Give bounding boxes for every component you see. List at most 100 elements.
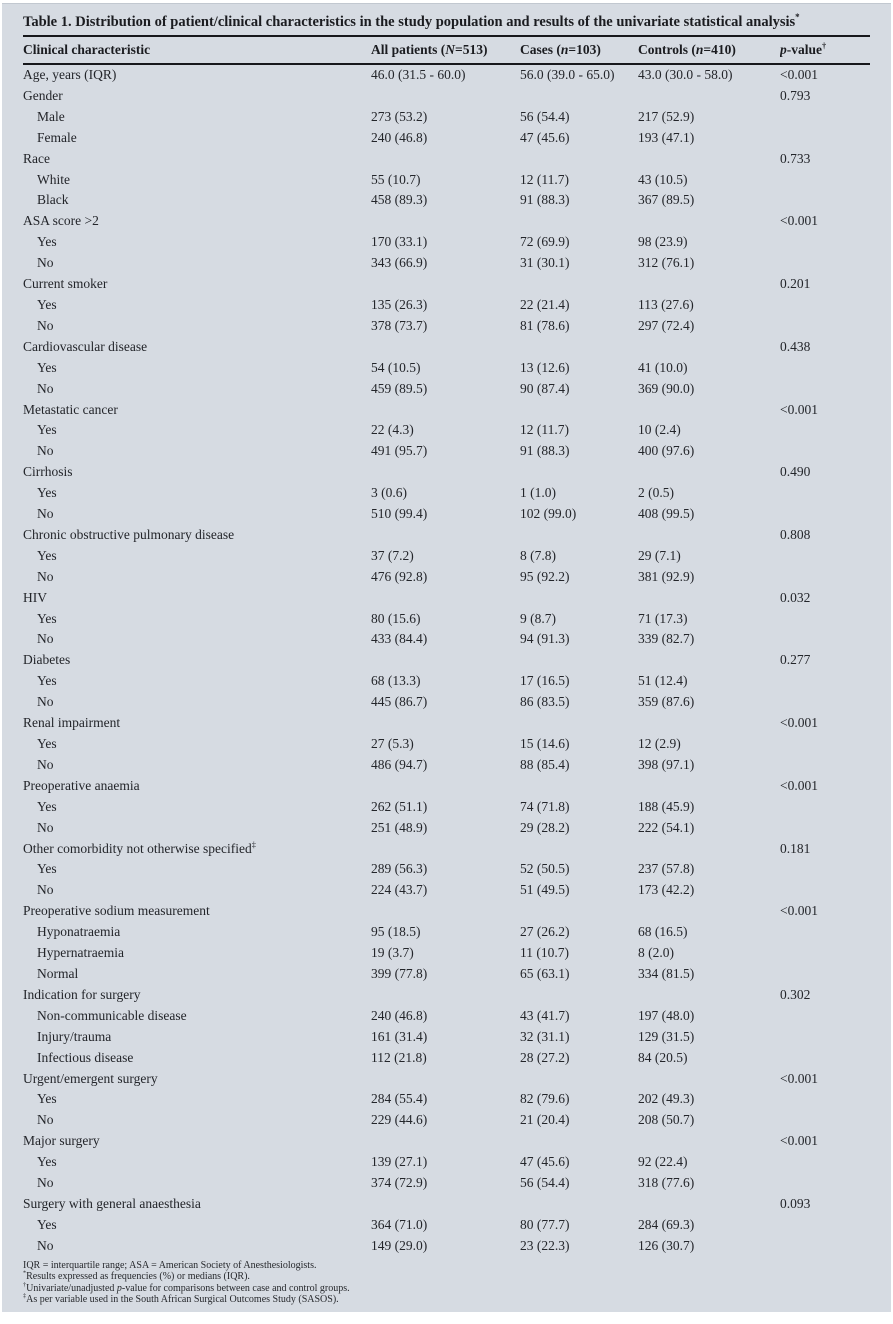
value-cell: 161 (31.4) (371, 1028, 428, 1044)
characteristic-cell: Yes (37, 1154, 57, 1170)
value-cell (780, 1236, 870, 1257)
value-cell: 52 (50.5) (520, 861, 570, 877)
value-cell: 0.032 (780, 589, 811, 605)
value-cell: 28 (27.2) (520, 1049, 570, 1065)
value-cell: 126 (30.7) (638, 1237, 695, 1253)
value-cell: 334 (81.5) (638, 965, 695, 981)
column-header: p-value† (780, 37, 870, 65)
value-cell: 2 (0.5) (638, 485, 674, 501)
value-cell (780, 1089, 870, 1110)
value-cell (371, 588, 520, 609)
value-cell: 47 (45.6) (520, 129, 570, 145)
table-row: Other comorbidity not otherwise specifie… (23, 839, 870, 860)
value-cell: 0.277 (780, 652, 811, 668)
value-cell: 378 (73.7) (371, 317, 428, 333)
value-cell: 149 (29.0) (371, 1237, 428, 1253)
value-cell: 367 (89.5) (638, 192, 695, 208)
value-cell: 476 (92.8) (371, 568, 428, 584)
value-cell: 135 (26.3) (371, 296, 428, 312)
value-cell (780, 859, 870, 880)
value-cell: 41 (10.0) (638, 359, 688, 375)
value-cell: 95 (92.2) (520, 568, 570, 584)
characteristic-cell: Yes (37, 359, 57, 375)
characteristic-cell: Non-communicable disease (37, 1007, 187, 1023)
value-cell (371, 274, 520, 295)
value-cell: 71 (17.3) (638, 610, 688, 626)
value-cell: 32 (31.1) (520, 1028, 570, 1044)
table-row: No 459 (89.5) 90 (87.4) 369 (90.0) (23, 379, 870, 400)
value-cell (371, 86, 520, 107)
value-cell: 289 (56.3) (371, 861, 428, 877)
value-cell (638, 525, 780, 546)
value-cell: 94 (91.3) (520, 631, 570, 647)
table-row: Preoperative anaemia <0.001 (23, 776, 870, 797)
value-cell (371, 462, 520, 483)
value-cell: 43 (10.5) (638, 171, 688, 187)
value-cell (371, 839, 520, 860)
value-cell (780, 755, 870, 776)
value-cell (780, 671, 870, 692)
table-row: No 433 (84.4) 94 (91.3) 339 (82.7) (23, 629, 870, 650)
value-cell: 222 (54.1) (638, 819, 695, 835)
table-row: No 491 (95.7) 91 (88.3) 400 (97.6) (23, 441, 870, 462)
characteristic-cell: No (37, 443, 54, 459)
characteristic-cell: No (37, 819, 54, 835)
characteristic-cell: Age, years (IQR) (23, 67, 117, 82)
value-cell: 129 (31.5) (638, 1028, 695, 1044)
characteristic-cell: No (37, 631, 54, 647)
value-cell: 188 (45.9) (638, 798, 695, 814)
value-cell: 433 (84.4) (371, 631, 428, 647)
value-cell: 398 (97.1) (638, 756, 695, 772)
footnote-line: ‡As per variable used in the South Afric… (23, 1292, 339, 1306)
value-cell (780, 441, 870, 462)
value-cell (638, 1131, 780, 1152)
characteristic-cell: Yes (37, 422, 57, 438)
table-row: HIV 0.032 (23, 588, 870, 609)
characteristic-cell: No (37, 317, 54, 333)
table-row: Black 458 (89.3) 91 (88.3) 367 (89.5) (23, 190, 870, 211)
value-cell: 374 (72.9) (371, 1175, 428, 1191)
value-cell: 74 (71.8) (520, 798, 570, 814)
value-cell: 12 (11.7) (520, 422, 569, 438)
value-cell: 22 (4.3) (371, 422, 414, 438)
characteristic-cell: Race (23, 150, 50, 166)
value-cell: 364 (71.0) (371, 1216, 428, 1232)
value-cell: 112 (21.8) (371, 1049, 427, 1065)
value-cell: 19 (3.7) (371, 945, 414, 961)
value-cell: 3 (0.6) (371, 485, 407, 501)
table-row: Yes 37 (7.2) 8 (7.8) 29 (7.1) (23, 546, 870, 567)
table-row: Yes 54 (10.5) 13 (12.6) 41 (10.0) (23, 358, 870, 379)
table-row: Normal 399 (77.8) 65 (63.1) 334 (81.5) (23, 964, 870, 985)
value-cell: 0.733 (780, 150, 811, 166)
characteristic-cell: Surgery with general anaesthesia (23, 1195, 201, 1211)
characteristic-cell: Female (37, 129, 77, 145)
table-row: Yes 139 (27.1) 47 (45.6) 92 (22.4) (23, 1152, 870, 1173)
value-cell: <0.001 (780, 715, 818, 731)
value-cell: 47 (45.6) (520, 1154, 570, 1170)
value-cell (520, 274, 638, 295)
value-cell: 56 (54.4) (520, 1175, 570, 1191)
characteristic-cell: Hyponatraemia (37, 924, 121, 940)
value-cell (638, 211, 780, 232)
value-cell (638, 337, 780, 358)
value-cell: 80 (15.6) (371, 610, 421, 626)
value-cell (780, 232, 870, 253)
value-cell (520, 901, 638, 922)
value-cell (780, 1110, 870, 1131)
table-row: No 251 (48.9) 29 (28.2) 222 (54.1) (23, 818, 870, 839)
value-cell: 10 (2.4) (638, 422, 681, 438)
value-cell: 12 (11.7) (520, 171, 569, 187)
table-row: No 510 (99.4) 102 (99.0) 408 (99.5) (23, 504, 870, 525)
table-row: Renal impairment <0.001 (23, 713, 870, 734)
value-cell (371, 1069, 520, 1090)
value-cell: 399 (77.8) (371, 965, 428, 981)
table-panel: Table 1. Distribution of patient/clinica… (2, 3, 891, 1312)
value-cell: 15 (14.6) (520, 736, 570, 751)
characteristic-cell: Metastatic cancer (23, 401, 118, 417)
characteristic-cell: Preoperative anaemia (23, 777, 140, 793)
table-row: Yes 284 (55.4) 82 (79.6) 202 (49.3) (23, 1089, 870, 1110)
table-row: Surgery with general anaesthesia 0.093 (23, 1194, 870, 1215)
characteristic-cell: Yes (37, 296, 57, 312)
value-cell: 224 (43.7) (371, 882, 428, 898)
value-cell: 27 (5.3) (371, 736, 414, 751)
